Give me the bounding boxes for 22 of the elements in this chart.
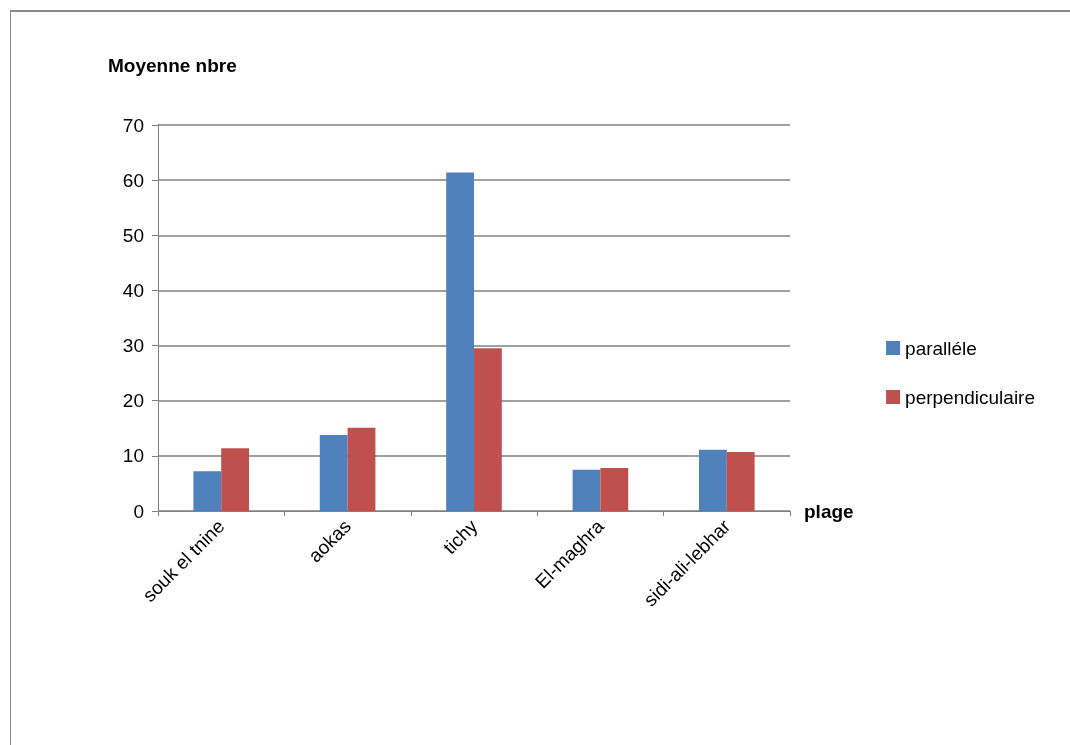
bar	[446, 172, 474, 511]
legend-label: paralléle	[905, 337, 977, 359]
y-tick-label: 30	[122, 335, 144, 357]
y-tick-label: 20	[122, 390, 144, 412]
y-tick-label: 70	[122, 114, 144, 136]
y-tick-label: 0	[133, 500, 144, 522]
legend-label: perpendiculaire	[905, 386, 1035, 408]
y-tick-label: 50	[122, 224, 144, 246]
bar	[474, 348, 502, 511]
y-tick-label: 10	[122, 445, 144, 467]
bar	[600, 467, 629, 511]
bar	[193, 471, 222, 511]
bar	[347, 427, 376, 511]
y-tick-label: 60	[122, 169, 144, 191]
bar	[726, 452, 755, 511]
bar	[698, 449, 727, 511]
bar	[572, 469, 601, 511]
bar	[221, 448, 250, 511]
y-axis-title: Moyenne nbre	[108, 55, 237, 76]
y-tick-label: 40	[122, 279, 144, 301]
bar	[319, 434, 348, 511]
x-axis-title: plage	[804, 500, 854, 522]
